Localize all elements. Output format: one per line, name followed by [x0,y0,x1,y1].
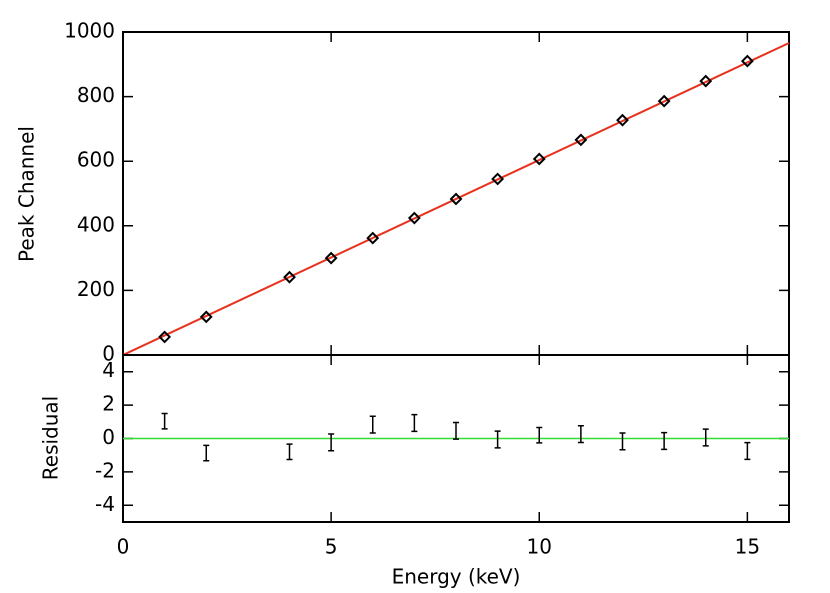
error-bar [328,433,335,452]
error-bar [577,425,584,444]
y-tick-label: 200 [77,277,115,301]
x-tick-label: 5 [325,535,338,559]
y-tick-label: 0 [102,342,115,366]
error-bar [286,443,293,461]
y-tick-label: -4 [95,492,115,516]
error-bar [702,428,709,447]
error-bar [494,430,501,449]
error-bar [744,441,751,461]
y-tick-label: 1000 [64,19,115,43]
x-tick-label: 10 [527,535,552,559]
data-point [532,152,546,166]
y-axis-label: Peak Channel [15,126,39,262]
error-bar [453,421,459,440]
data-point [491,172,505,186]
error-bar [411,413,418,433]
data-point [740,54,754,68]
error-bar [619,432,626,451]
error-bar [661,431,668,451]
y-tick-label: 600 [77,148,115,172]
data-point [699,74,713,88]
y-axis-label: Residual [39,396,63,480]
y-tick-label: 2 [102,392,115,416]
fit-line [122,42,790,356]
data-point [366,231,380,245]
error-bar [161,412,168,430]
data-point [199,310,213,324]
data-point [324,251,338,265]
data-point [407,211,421,225]
data-point [616,113,629,127]
x-tick-label: 15 [735,535,760,559]
data-point [283,270,296,284]
data-point [657,94,671,108]
x-tick-label: 0 [117,535,130,559]
y-tick-label: 800 [77,83,115,107]
x-axis-label: Energy (keV) [392,565,521,589]
y-tick-label: 0 [102,425,115,449]
error-bar [536,426,543,444]
data-point [158,330,172,344]
error-bar [369,415,376,434]
y-tick-label: 400 [77,212,115,236]
data-point [574,133,588,147]
y-tick-label: -2 [95,458,115,482]
error-bar [203,444,210,462]
data-point [449,192,463,206]
y-tick-label: 4 [102,358,115,382]
